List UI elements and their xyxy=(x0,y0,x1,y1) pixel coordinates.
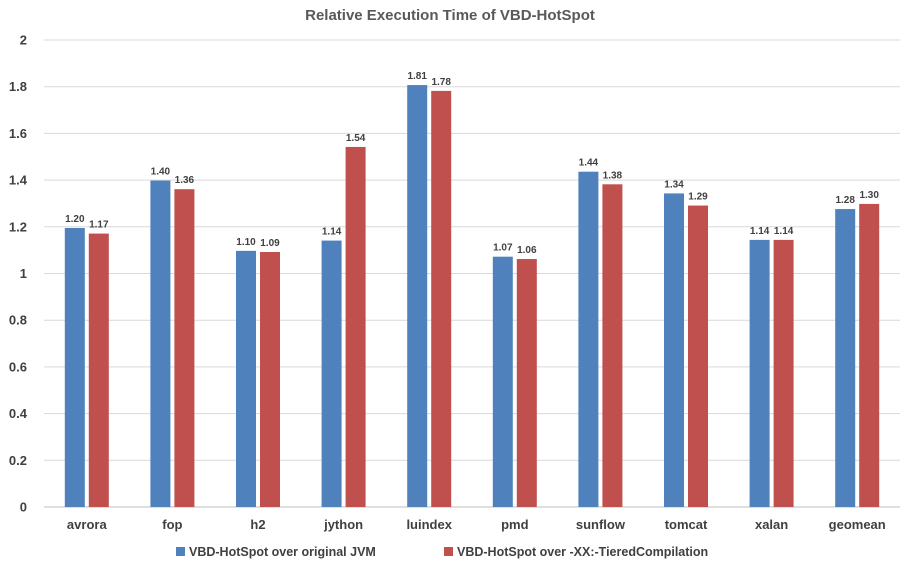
data-label: 1.10 xyxy=(236,237,256,248)
x-tick-label: tomcat xyxy=(665,517,708,532)
bar-luindex-series-1 xyxy=(407,85,428,508)
legend-label-series-2: VBD-HotSpot over -XX:-TieredCompilation xyxy=(457,545,708,559)
chart-title: Relative Execution Time of VBD-HotSpot xyxy=(305,7,595,24)
bar-geomean-series-2 xyxy=(859,203,880,508)
gridlines xyxy=(44,39,900,508)
bar-xalan-series-2 xyxy=(773,239,794,507)
data-label: 1.29 xyxy=(688,192,708,203)
data-label: 1.14 xyxy=(322,227,342,238)
bar-geomean-series-1 xyxy=(835,209,856,507)
bar-jython-series-1 xyxy=(321,240,342,507)
data-labels: 1.20 1.17 1.40 1.36 1.10 1.09 1.14 1.54 1.81 1.78… xyxy=(65,71,879,256)
data-label: 1.40 xyxy=(151,167,171,178)
data-label: 1.34 xyxy=(664,179,684,190)
data-label: 1.17 xyxy=(89,220,109,231)
data-label: 1.09 xyxy=(260,238,280,249)
legend-label-series-1: VBD-HotSpot over original JVM xyxy=(189,545,376,559)
y-tick-label: 1 xyxy=(20,266,27,281)
data-label: 1.20 xyxy=(65,214,85,225)
legend-swatch-series-2 xyxy=(444,547,453,556)
x-tick-label: jython xyxy=(323,517,363,532)
data-label: 1.06 xyxy=(517,245,537,256)
y-tick-label: 1.6 xyxy=(9,126,27,141)
y-tick-label: 1.2 xyxy=(9,219,27,234)
y-tick-label: 0.4 xyxy=(9,406,28,421)
y-tick-label: 0.2 xyxy=(9,453,27,468)
data-label: 1.14 xyxy=(774,226,794,237)
bar-tomcat-series-2 xyxy=(688,205,708,507)
bar-h2-series-1 xyxy=(236,250,256,507)
bar-luindex-series-2 xyxy=(431,90,452,507)
data-label: 1.38 xyxy=(603,170,623,181)
data-label: 1.44 xyxy=(579,158,599,169)
data-label: 1.07 xyxy=(493,243,513,254)
x-tick-label: fop xyxy=(162,517,182,532)
y-tick-label: 1.8 xyxy=(9,79,27,94)
y-tick-label: 2 xyxy=(20,33,27,48)
x-tick-label: pmd xyxy=(501,517,529,532)
bar-sunflow-series-2 xyxy=(602,184,623,508)
x-axis-ticks: avrora fop h2 jython luindex pmd sunflow tomcat… xyxy=(67,517,886,532)
data-label: 1.28 xyxy=(835,195,855,206)
bar-pmd-series-1 xyxy=(492,256,513,507)
x-tick-label: avrora xyxy=(67,517,108,532)
bar-h2-series-2 xyxy=(260,252,280,507)
x-tick-label: h2 xyxy=(250,517,265,532)
data-label: 1.30 xyxy=(859,190,879,201)
y-tick-label: 0.6 xyxy=(9,359,27,374)
bar-sunflow-series-1 xyxy=(578,171,599,507)
bar-pmd-series-2 xyxy=(516,259,537,507)
bar-avrora-series-2 xyxy=(88,233,109,507)
data-label: 1.36 xyxy=(175,175,195,186)
bar-avrora-series-1 xyxy=(64,227,85,507)
y-tick-label: 0 xyxy=(20,500,27,515)
legend: VBD-HotSpot over original JVM VBD-HotSpot… xyxy=(176,545,708,559)
bar-tomcat-series-1 xyxy=(664,193,684,508)
y-tick-label: 0.8 xyxy=(9,313,27,328)
bars xyxy=(64,85,880,508)
bar-jython-series-2 xyxy=(345,146,366,507)
x-tick-label: xalan xyxy=(755,517,788,532)
data-label: 1.78 xyxy=(431,77,451,88)
data-label: 1.81 xyxy=(407,71,427,82)
y-tick-label: 1.4 xyxy=(9,173,28,188)
x-tick-label: luindex xyxy=(406,517,452,532)
bar-fop-series-2 xyxy=(174,189,195,508)
x-tick-label: geomean xyxy=(829,517,886,532)
data-label: 1.54 xyxy=(346,133,366,144)
legend-swatch-series-1 xyxy=(176,547,185,556)
bar-xalan-series-1 xyxy=(749,239,770,507)
bar-fop-series-1 xyxy=(150,180,171,507)
x-tick-label: sunflow xyxy=(576,517,626,532)
data-label: 1.14 xyxy=(750,226,770,237)
y-axis-ticks: 0 0.2 0.4 0.6 0.8 1 1.2 1.4 1.6 1.8 2 xyxy=(9,33,28,515)
